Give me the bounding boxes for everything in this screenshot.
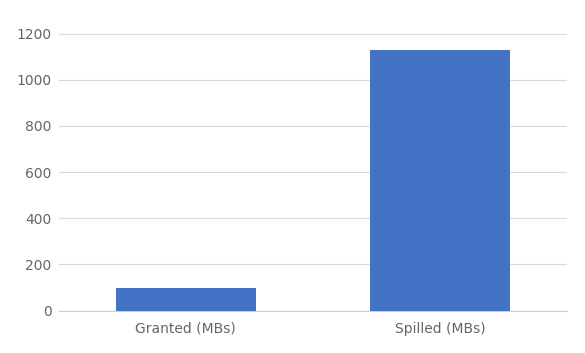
Bar xyxy=(116,288,256,311)
Bar xyxy=(370,50,510,311)
